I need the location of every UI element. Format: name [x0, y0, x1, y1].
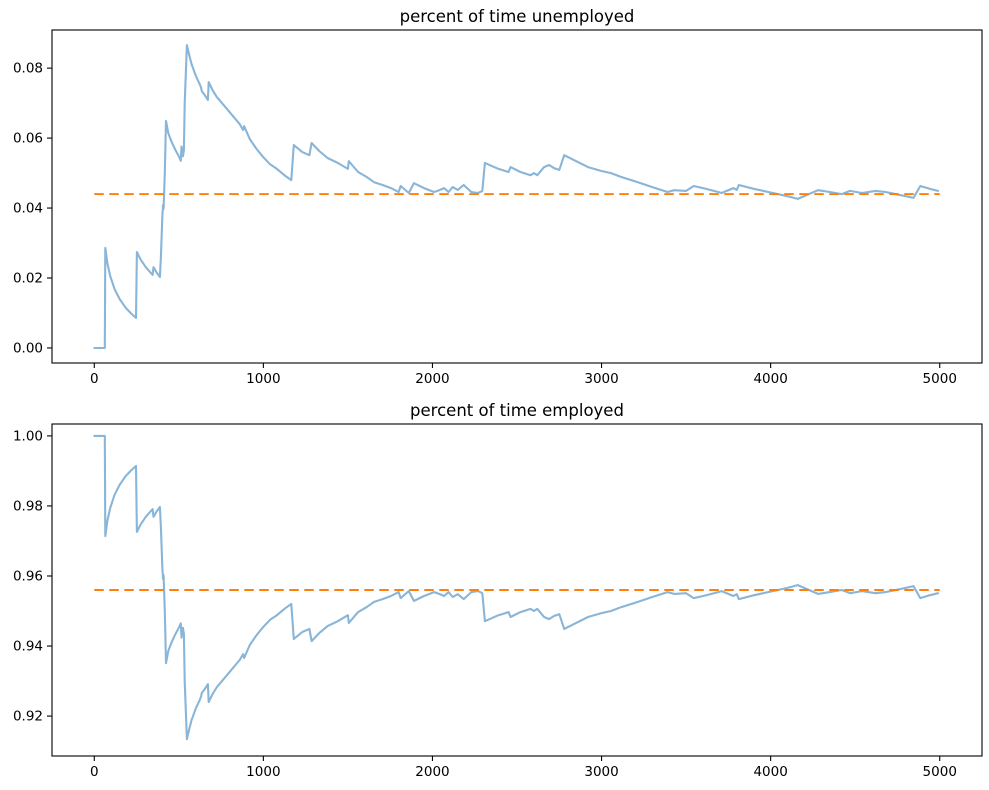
chart-title-employed: percent of time employed	[410, 401, 624, 420]
y-tick-label: 0.00	[13, 340, 43, 356]
y-tick-label: 0.94	[13, 639, 43, 655]
plot-border	[51, 423, 983, 757]
x-tick-label: 1000	[246, 371, 280, 387]
x-tick-label: 4000	[753, 764, 787, 780]
y-tick-label: 0.96	[13, 568, 43, 584]
y-tick-label: 0.06	[13, 131, 43, 147]
employed-series-line	[93, 434, 940, 741]
chart-title-unemployed: percent of time unemployed	[399, 7, 635, 26]
subplot-unemployed: 0 1000 2000 3000 4000 5000 0.00 0.02 0.04 0.06 0.0…	[13, 29, 983, 387]
x-tick-label: 2000	[415, 764, 449, 780]
x-tick-label: 4000	[753, 371, 787, 387]
y-tick-label: 0.02	[13, 271, 43, 287]
subplot-employed: 0 1000 2000 3000 4000 5000 0.92 0.94 0.96 0.98 1.0…	[13, 423, 983, 780]
x-tick-label: 2000	[415, 371, 449, 387]
plot-border	[51, 29, 983, 364]
unemployed-series-line	[93, 43, 940, 350]
x-tick-label: 1000	[246, 764, 280, 780]
y-tick-label: 0.04	[13, 201, 43, 217]
x-tick-label: 5000	[923, 764, 957, 780]
x-tick-label: 5000	[923, 371, 957, 387]
y-tick-label: 0.92	[13, 709, 43, 725]
y-tick-label: 1.00	[13, 428, 43, 444]
x-tick-label: 3000	[584, 371, 618, 387]
y-tick-label: 0.98	[13, 498, 43, 514]
x-tick-label: 3000	[584, 764, 618, 780]
x-tick-label: 0	[90, 371, 99, 387]
x-tick-label: 0	[90, 764, 99, 780]
y-tick-label: 0.08	[13, 61, 43, 77]
